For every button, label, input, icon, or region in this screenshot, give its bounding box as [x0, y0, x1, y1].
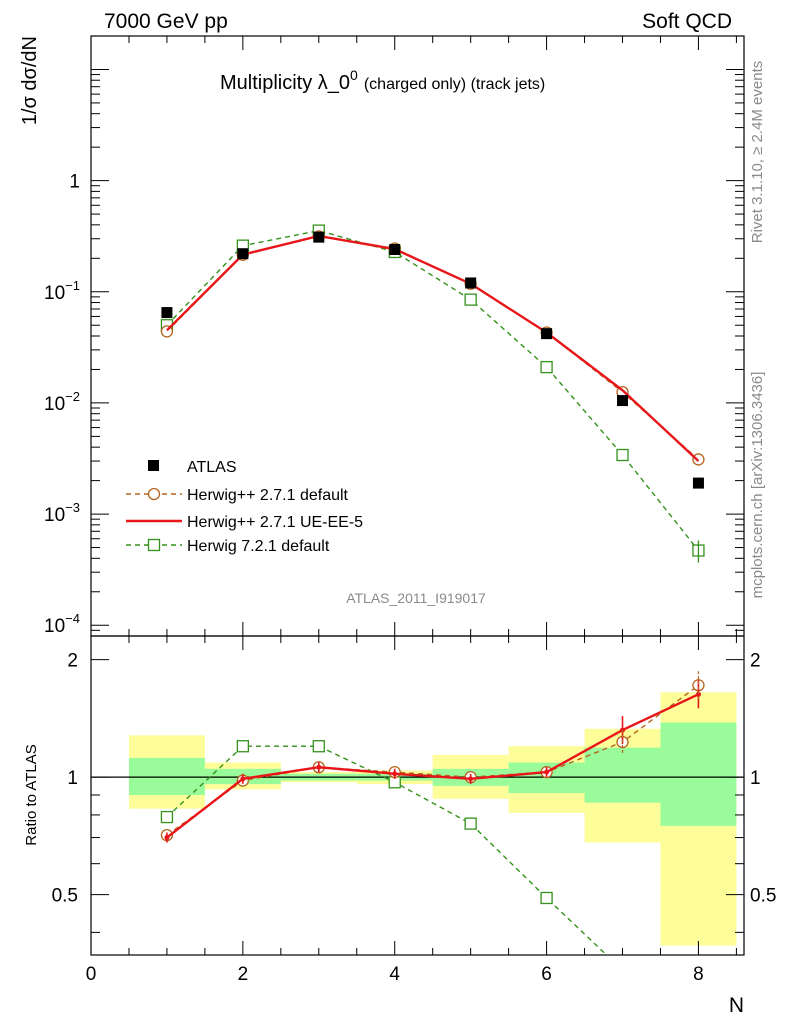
y-tick-exp: −1	[65, 278, 80, 293]
y-tick-label-ratio-right-2: 2	[750, 651, 761, 672]
ratio-marker-herwig7-n6	[540, 891, 553, 905]
y-tick-label-ratio-left-0.5: 0.5	[52, 886, 78, 907]
x-tick-label-8: 8	[693, 964, 704, 985]
band-green-bin-7	[584, 747, 661, 803]
y-tick-label-top-4: 10−4	[44, 611, 80, 637]
y-tick-label-ratio-right-1: 1	[750, 768, 761, 789]
marker-atlas-n3	[313, 231, 325, 243]
legend-marker-herwig7	[147, 538, 161, 552]
x-tick-label-6: 6	[541, 964, 552, 985]
legend-label-herwig-default: Herwig++ 2.7.1 default	[187, 487, 349, 504]
band-green-bin-8	[660, 722, 737, 826]
marker-atlas-n2	[237, 248, 249, 260]
y-axis-label-ratio: Ratio to ATLAS	[23, 744, 40, 845]
band-green-bin-1	[128, 757, 205, 795]
y-tick-label-top-2: 10−2	[44, 389, 80, 415]
x-tick-label-2: 2	[238, 964, 249, 985]
analysis-id: ATLAS_2011_I919017	[346, 590, 486, 606]
y-tick-label-top-3: 10−3	[44, 500, 80, 526]
y-tick-label-ratio-right-0.5: 0.5	[750, 886, 776, 907]
y-tick-label-ratio-left-1: 1	[67, 768, 78, 789]
side-label-rivet: Rivet 3.1.10, ≥ 2.4M events	[749, 61, 766, 244]
ratio-panel-series	[160, 671, 705, 1018]
marker-atlas-n7	[617, 395, 629, 407]
ratio-line-herwig-ueee5	[166, 693, 699, 839]
chart-title-main: Multiplicity λ_0	[220, 72, 350, 94]
legend-label-herwig-ueee5: Herwig++ 2.7.1 UE-EE-5	[187, 514, 363, 531]
header-energy: 7000 GeV pp	[104, 10, 228, 33]
y-tick-label-top-1: 10−1	[44, 278, 80, 304]
legend-marker-atlas	[148, 460, 159, 471]
chart-title: Multiplicity λ_00 (charged only) (track j…	[220, 67, 545, 94]
y-tick-base: 10	[44, 283, 65, 304]
line-herwig-ueee5	[166, 234, 700, 462]
y-tick-exp: −2	[65, 389, 80, 404]
y-tick-exp: −3	[65, 500, 80, 515]
ratio-marker-herwig7-n8	[693, 1007, 704, 1018]
y-tick-label-top-0: 1	[69, 172, 80, 193]
y-tick-base: 10	[44, 616, 65, 637]
y-tick-label-ratio-left-2: 2	[67, 651, 78, 672]
y-tick-base: 10	[44, 394, 65, 415]
y-tick-base: 1	[69, 172, 80, 193]
x-axis-label: N	[729, 994, 744, 1017]
chart-title-sup: 0	[350, 67, 358, 83]
line-herwig-default	[166, 235, 699, 460]
y-axis-label-top: 1/σ dσ/dN	[19, 36, 41, 125]
marker-atlas-n6	[541, 328, 553, 340]
side-label-mcplots: mcplots.cern.ch [arXiv:1306.3436]	[749, 372, 766, 599]
ratio-marker-herwig7-n1	[160, 810, 174, 824]
legend: ATLAS Herwig++ 2.7.1 default Herwig++ 2.…	[126, 459, 363, 555]
top-panel-series	[160, 224, 705, 563]
y-tick-base: 10	[44, 505, 65, 526]
header-category: Soft QCD	[642, 10, 732, 33]
legend-label-herwig7: Herwig 7.2.1 default	[187, 538, 330, 555]
marker-atlas-n4	[389, 244, 401, 256]
marker-herwig7-n5	[464, 293, 477, 306]
marker-herwig7-n6	[540, 360, 553, 374]
legend-marker-herwig-default	[147, 487, 161, 501]
ratio-frame	[90, 635, 745, 956]
ratio-marker-herwig7-n7	[617, 965, 628, 976]
axes	[90, 35, 745, 956]
marker-herwig7-n7	[616, 448, 629, 462]
series-layer	[160, 224, 705, 1018]
marker-atlas-n5	[465, 277, 477, 289]
ratio-line-herwig7	[166, 745, 608, 955]
ratio-marker-herwig7-n2	[236, 740, 250, 753]
marker-atlas-n8	[692, 477, 704, 489]
x-tick-label-0: 0	[86, 964, 97, 985]
legend-label-atlas: ATLAS	[187, 459, 237, 476]
ratio-marker-herwig7-n3	[312, 740, 325, 753]
marker-atlas-n1	[161, 307, 173, 319]
y-tick-exp: −4	[65, 611, 80, 626]
ratio-marker-herwig7-n5	[464, 817, 477, 830]
chart-title-sub: (charged only) (track jets)	[364, 76, 545, 93]
x-tick-label-4: 4	[389, 964, 400, 985]
